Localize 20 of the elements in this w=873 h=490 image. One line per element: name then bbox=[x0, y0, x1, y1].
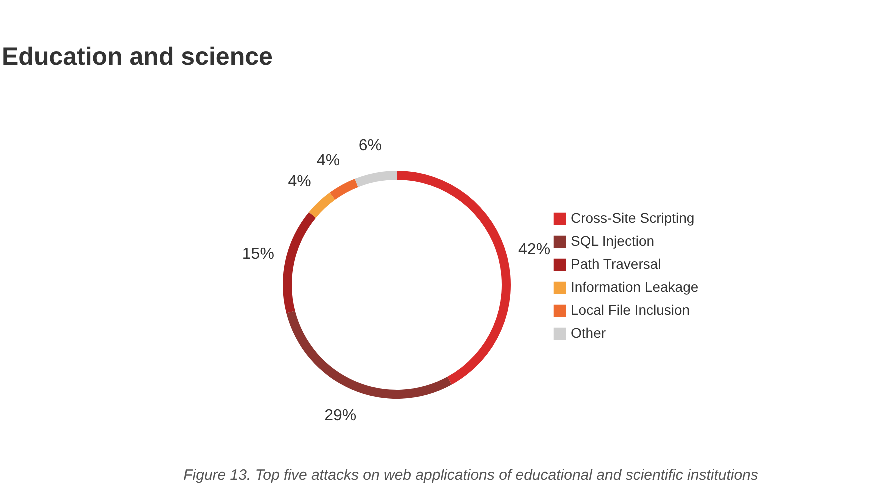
donut-slice bbox=[309, 192, 336, 218]
donut-slice bbox=[397, 171, 511, 385]
legend-label: Information Leakage bbox=[571, 279, 699, 295]
donut-slice bbox=[330, 179, 358, 200]
data-label: 29% bbox=[324, 407, 357, 424]
donut-slice bbox=[355, 171, 397, 188]
data-label: 42% bbox=[518, 242, 551, 259]
legend-label: Local File Inclusion bbox=[571, 302, 690, 318]
donut-slice bbox=[283, 212, 316, 314]
donut-slice bbox=[286, 311, 452, 399]
chart-title: Education and science bbox=[2, 43, 274, 71]
data-label: 4% bbox=[288, 173, 312, 190]
data-label: 6% bbox=[358, 138, 382, 155]
data-label: 4% bbox=[317, 152, 340, 170]
caption: Figure 13. Top five attacks on web applications of educational and scientific institutions bbox=[184, 467, 759, 484]
legend-label: Cross-Site Scripting bbox=[571, 210, 695, 226]
legend-label: Path Traversal bbox=[571, 256, 662, 272]
data-label: 15% bbox=[242, 246, 274, 264]
legend-label: Other bbox=[571, 325, 606, 341]
legend-label: SQL Injection bbox=[571, 233, 655, 249]
